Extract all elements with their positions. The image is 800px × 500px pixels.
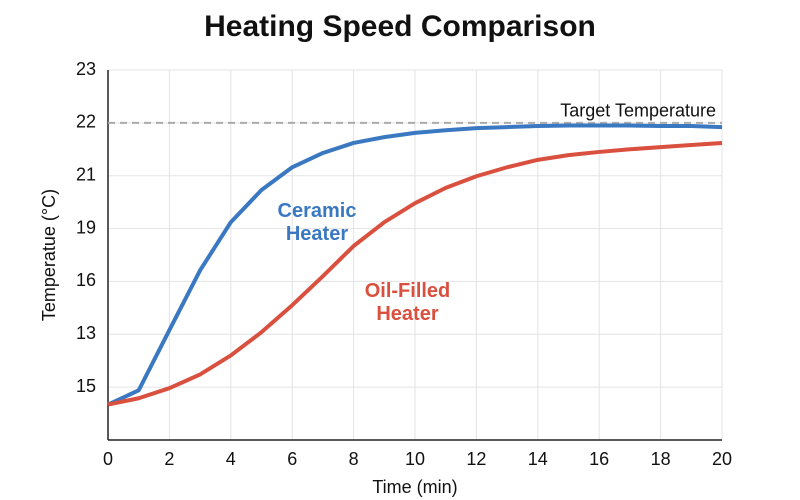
x-tick-label: 6 [287, 449, 297, 469]
y-tick-label: 13 [76, 323, 96, 343]
y-tick-label: 15 [76, 376, 96, 396]
y-tick-label: 23 [76, 59, 96, 79]
x-axis-title: Time (min) [372, 477, 457, 497]
series-line [107, 140, 723, 407]
series-label: Oil-Filled Heater [364, 280, 451, 325]
y-tick-label: 16 [76, 270, 96, 290]
x-tick-label: 12 [466, 449, 486, 469]
series-label: Ceramic Heater [277, 200, 357, 245]
x-tick-label: 20 [712, 449, 732, 469]
x-tick-label: 14 [528, 449, 548, 469]
chart-title: Heating Speed Comparison [204, 10, 596, 43]
series-line [107, 123, 723, 407]
x-tick-label: 16 [589, 449, 609, 469]
y-tick-label: 21 [76, 164, 96, 184]
x-tick-label: 10 [405, 449, 425, 469]
x-tick-label: 18 [651, 449, 671, 469]
target-label: Target Temperature [560, 101, 716, 121]
y-tick-label: 22 [76, 112, 96, 132]
y-tick-label: 19 [76, 217, 96, 237]
x-tick-label: 0 [103, 449, 113, 469]
x-tick-label: 2 [164, 449, 174, 469]
y-axis-title: Temperatue (°C) [39, 189, 59, 321]
x-tick-label: 8 [349, 449, 359, 469]
x-tick-label: 4 [226, 449, 236, 469]
